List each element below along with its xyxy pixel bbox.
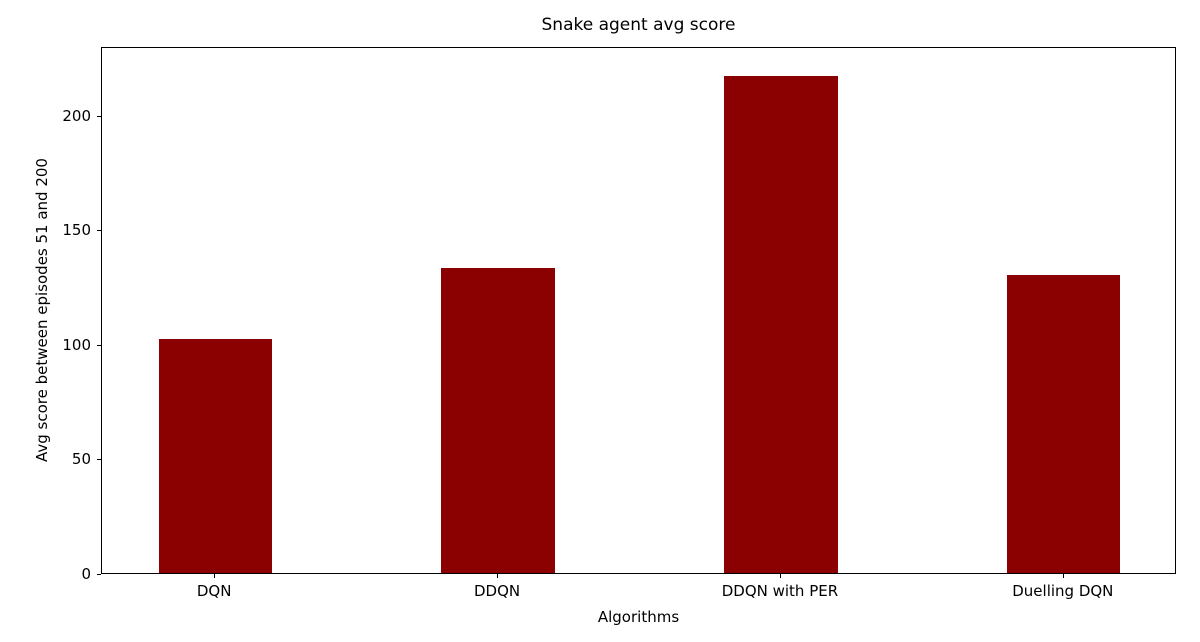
y-tick-label-50: 50 — [71, 450, 91, 469]
y-tick-mark-150 — [97, 230, 101, 232]
y-tick-label-150: 150 — [62, 221, 91, 240]
x-axis-label: Algorithms — [597, 608, 680, 626]
y-tick-mark-50 — [97, 459, 101, 461]
x-tick-mark-ddqn — [497, 574, 499, 578]
y-tick-mark-100 — [97, 344, 101, 346]
x-tick-mark-ddqn-with-per — [779, 574, 781, 578]
bar-dqn — [158, 339, 272, 573]
y-tick-label-200: 200 — [62, 106, 91, 125]
bar-ddqn — [441, 268, 555, 573]
x-tick-label-duelling-dqn: Duelling DQN — [1012, 582, 1114, 600]
chart-title: Snake agent avg score — [541, 15, 736, 35]
x-tick-label-dqn: DQN — [196, 582, 232, 600]
x-tick-mark-dqn — [214, 574, 216, 578]
bar-duelling-dqn — [1007, 275, 1121, 573]
bar-ddqn-with-per — [724, 75, 838, 573]
y-tick-label-100: 100 — [62, 335, 91, 354]
x-tick-label-ddqn: DDQN — [473, 582, 521, 600]
y-axis-label: Avg score between episodes 51 and 200 — [33, 158, 51, 462]
y-tick-mark-0 — [97, 574, 101, 575]
y-tick-mark-200 — [97, 115, 101, 117]
y-tick-label-0: 0 — [81, 565, 91, 583]
x-tick-label-ddqn-with-per: DDQN with PER — [721, 582, 839, 600]
plot-area — [101, 47, 1176, 574]
x-tick-mark-duelling-dqn — [1062, 574, 1064, 578]
